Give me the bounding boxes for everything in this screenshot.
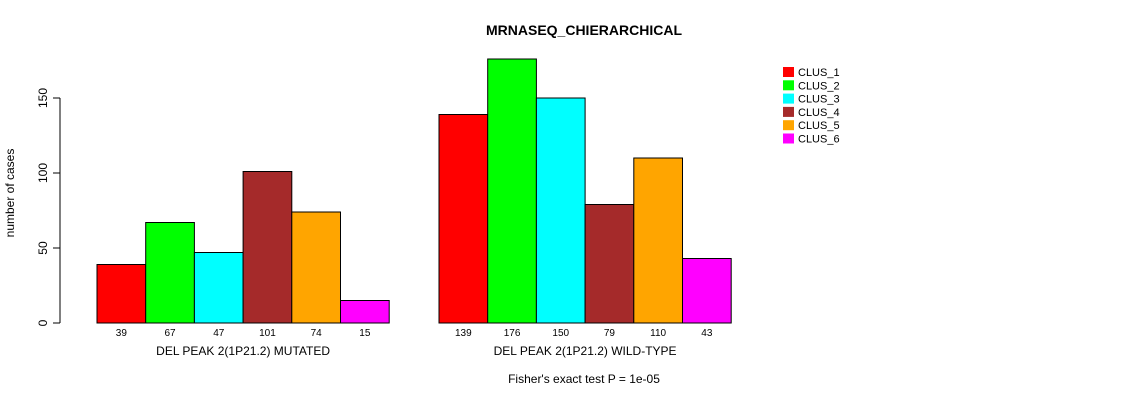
bar-value-label: 79 (604, 328, 616, 339)
x-category-label: DEL PEAK 2(1P21.2) MUTATED (156, 344, 330, 358)
y-tick-label: 0 (36, 319, 50, 326)
legend-swatch (783, 93, 794, 104)
chart-title: MRNASEQ_CHIERARCHICAL (486, 22, 682, 38)
y-axis: 0 50 100 150 (36, 88, 61, 326)
bar-value-label: 74 (311, 328, 323, 339)
legend-label: CLUS_1 (798, 67, 840, 79)
legend-label: CLUS_5 (798, 120, 840, 132)
bar (438, 114, 489, 324)
bar-value-label: 101 (259, 328, 276, 339)
bar (633, 157, 683, 324)
bar (145, 222, 195, 324)
bar-value-label: 139 (455, 328, 472, 339)
bar-value-label: 150 (552, 328, 569, 339)
bars (96, 58, 732, 324)
bar-value-label: 176 (504, 328, 521, 339)
value-labels: 39 67 47 101 74 15 139 176 150 79 110 43 (116, 328, 713, 339)
bar (242, 171, 293, 324)
bar (584, 204, 635, 324)
fisher-test-footnote: Fisher's exact test P = 1e-05 (508, 372, 660, 386)
legend-swatch (783, 80, 794, 91)
bar-value-label: 47 (213, 328, 225, 339)
y-axis-label: number of cases (3, 149, 17, 238)
group-labels: DEL PEAK 2(1P21.2) MUTATED DEL PEAK 2(1P2… (156, 344, 676, 358)
legend-label: CLUS_6 (798, 134, 840, 146)
y-tick-label: 100 (36, 163, 50, 183)
legend-swatch (783, 106, 794, 117)
bar (291, 211, 341, 324)
bar-value-label: 39 (116, 328, 128, 339)
x-category-label: DEL PEAK 2(1P21.2) WILD-TYPE (494, 344, 677, 358)
legend-label: CLUS_4 (798, 107, 840, 119)
legend-label: CLUS_3 (798, 94, 840, 106)
bar (193, 252, 244, 324)
bar (487, 58, 537, 324)
bar-value-label: 110 (650, 328, 666, 339)
bar (682, 258, 732, 324)
bar-value-label: 15 (359, 328, 371, 339)
bar (96, 264, 147, 324)
legend-swatch (783, 133, 794, 144)
y-tick-label: 150 (36, 88, 50, 108)
y-tick-label: 50 (36, 241, 50, 255)
legend-label: CLUS_2 (798, 80, 840, 92)
legend-swatch (783, 67, 794, 77)
bar-value-label: 67 (164, 328, 176, 339)
bar (340, 300, 390, 324)
bar (535, 97, 586, 324)
legend-swatch (783, 120, 794, 131)
bar-value-label: 43 (701, 328, 713, 339)
